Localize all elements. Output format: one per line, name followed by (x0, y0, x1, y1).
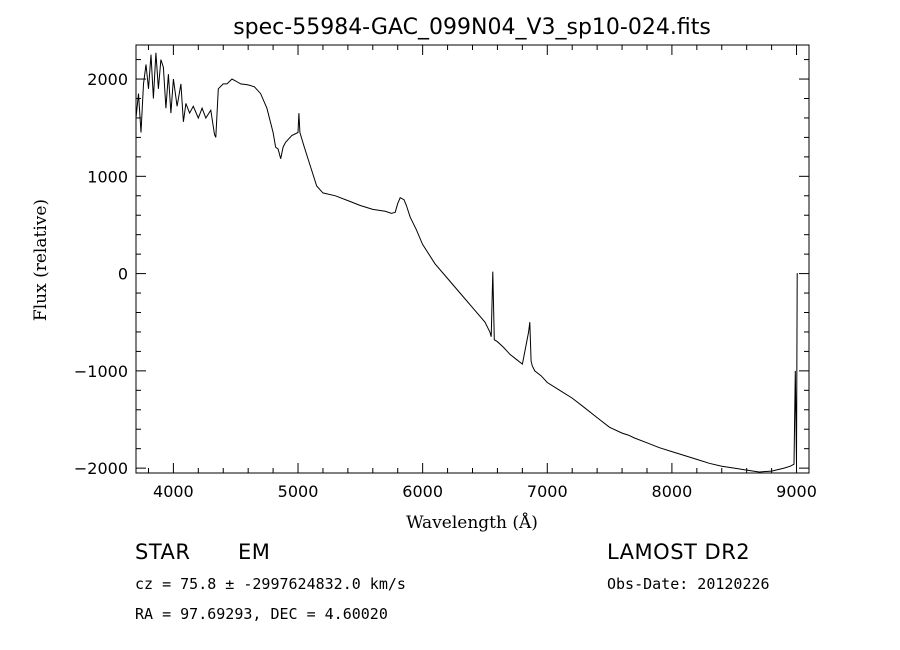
y-tick-label: −2000 (74, 459, 128, 478)
coords-text: RA = 97.69293, DEC = 4.60020 (135, 605, 388, 623)
y-tick-label: 0 (118, 265, 128, 284)
x-axis-label: Wavelength (Å) (406, 512, 538, 533)
y-tick-label: 2000 (87, 70, 128, 89)
y-tick-label: 1000 (87, 167, 128, 186)
survey-label: LAMOST DR2 (607, 540, 751, 564)
chart-title: spec-55984-GAC_099N04_V3_sp10-024.fits (233, 15, 711, 40)
x-tick-label: 6000 (402, 482, 443, 501)
x-tick-label: 8000 (652, 482, 693, 501)
x-tick-label: 5000 (278, 482, 319, 501)
class-label: STAR (135, 540, 191, 564)
subclass-label: EM (238, 540, 271, 564)
x-tick-labels: 4000 5000 6000 7000 8000 9000 (153, 482, 817, 501)
spectrum-line (135, 52, 798, 473)
y-tick-label: −1000 (74, 362, 128, 381)
y-axis-label: Flux (relative) (31, 199, 51, 321)
x-tick-label: 9000 (776, 482, 817, 501)
obs-date-text: Obs-Date: 20120226 (607, 575, 770, 593)
y-tick-labels: −2000 −1000 0 1000 2000 (74, 70, 128, 478)
cz-text: cz = 75.8 ± -2997624832.0 km/s (135, 575, 406, 593)
x-tick-label: 7000 (527, 482, 568, 501)
x-tick-label: 4000 (153, 482, 194, 501)
axis-ticks (136, 45, 809, 473)
plot-frame (135, 44, 810, 474)
